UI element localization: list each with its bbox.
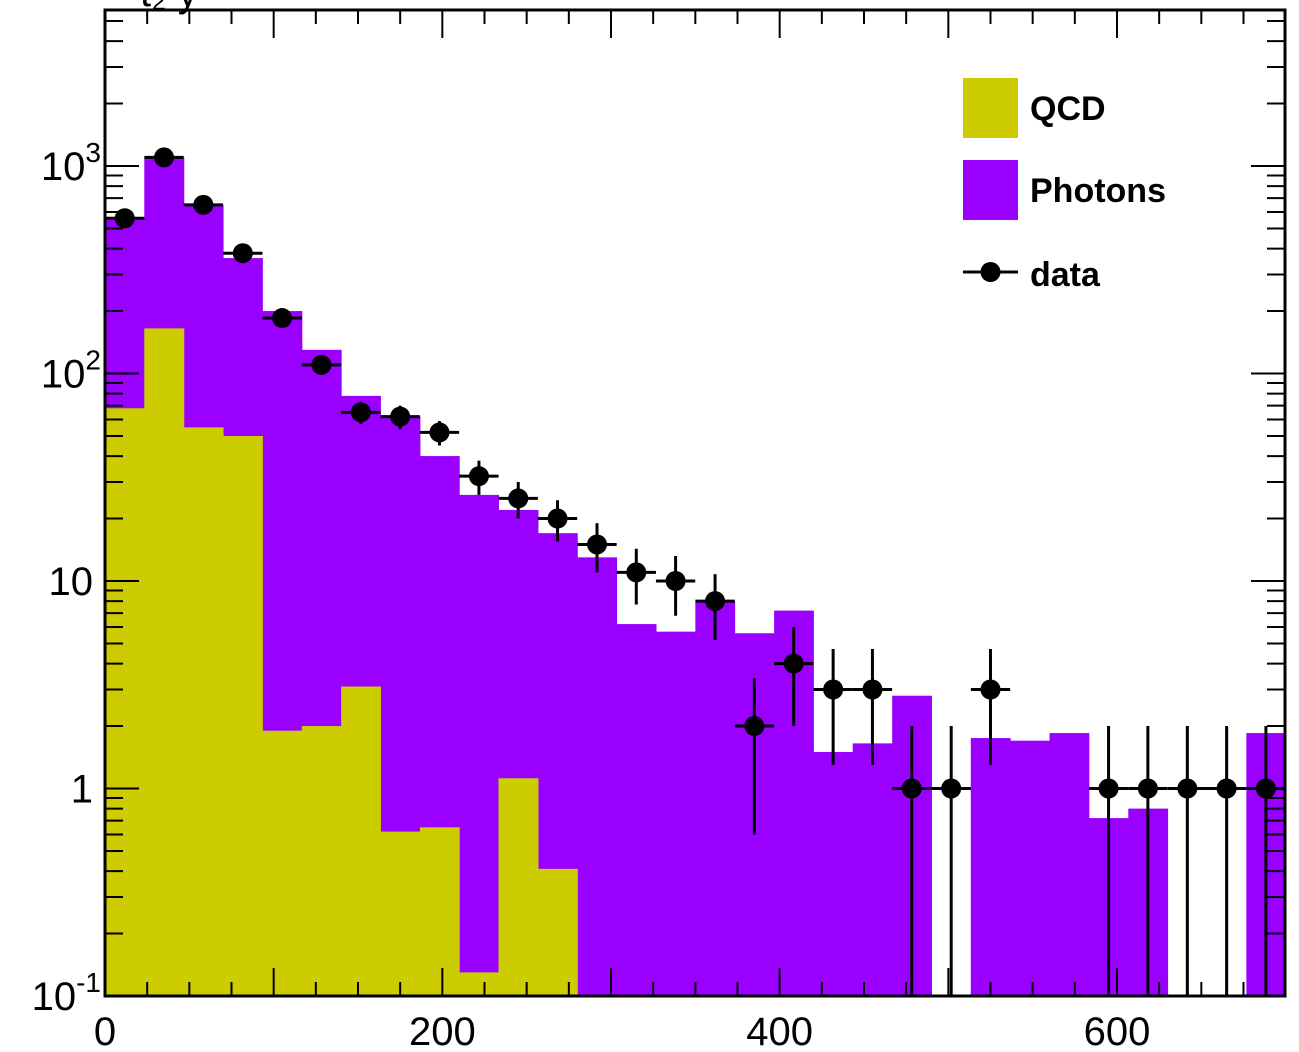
photons-bar xyxy=(695,601,736,996)
qcd-bar xyxy=(459,972,499,996)
data-point xyxy=(272,308,293,329)
qcd-bar xyxy=(419,827,460,996)
data-point xyxy=(468,466,489,487)
qcd-bar xyxy=(537,868,578,996)
qcd-bar xyxy=(144,328,185,996)
y-tick-label: 1 xyxy=(71,768,93,812)
qcd-series xyxy=(105,328,578,996)
data-point xyxy=(665,571,686,591)
data-point xyxy=(941,778,962,799)
data-point xyxy=(626,562,647,583)
x-axis: 0 200 400 600 xyxy=(94,10,1245,1052)
legend-label-data: data xyxy=(1030,256,1101,294)
x-tick-label: 400 xyxy=(746,1010,813,1052)
data-point xyxy=(823,679,844,700)
data-point xyxy=(547,508,568,529)
x-tick-label: 600 xyxy=(1084,1010,1151,1052)
data-point xyxy=(980,679,1001,700)
photons-bar xyxy=(616,624,657,996)
data-point xyxy=(154,147,175,168)
data-point xyxy=(744,716,765,737)
photons-bar xyxy=(970,738,1011,996)
x-tick-label: 0 xyxy=(94,1010,116,1052)
photons-bar xyxy=(1010,740,1051,996)
y-axis: 10-1 1 10 102 103 xyxy=(32,19,1285,1019)
data-point xyxy=(114,208,135,229)
photons-bar xyxy=(459,494,499,996)
data-point xyxy=(350,402,371,423)
qcd-bar xyxy=(183,427,224,996)
qcd-bar xyxy=(341,686,381,996)
x-tick-label: 200 xyxy=(409,1010,476,1052)
qcd-bar xyxy=(380,831,421,996)
data-series xyxy=(105,147,1286,996)
data-point xyxy=(429,422,450,443)
photons-bar xyxy=(577,557,618,996)
legend-swatch-qcd xyxy=(963,78,1018,138)
qcd-bar xyxy=(105,408,145,996)
qcd-bar xyxy=(301,726,342,996)
data-point xyxy=(783,653,804,674)
qcd-bar xyxy=(223,435,263,996)
legend-swatch-photons xyxy=(963,160,1018,220)
qcd-bar xyxy=(262,730,303,996)
data-point xyxy=(901,778,922,799)
data-point xyxy=(1177,778,1198,799)
data-point xyxy=(862,679,883,700)
photons-bar xyxy=(656,631,696,996)
photons-bar xyxy=(813,751,854,996)
qcd-bar xyxy=(498,778,539,996)
data-point xyxy=(508,488,529,509)
photons-bar xyxy=(1049,733,1090,996)
data-point xyxy=(587,534,608,555)
data-point xyxy=(390,406,411,427)
data-point xyxy=(1098,778,1119,799)
y-tick-label: 10-1 xyxy=(32,967,101,1019)
photons-bar xyxy=(852,743,893,996)
data-point xyxy=(193,194,214,215)
data-point xyxy=(1216,778,1237,799)
data-point xyxy=(232,243,253,264)
data-point xyxy=(1137,778,1158,799)
y-tick-label: 103 xyxy=(41,137,101,189)
legend-label-photons: Photons xyxy=(1030,172,1166,210)
legend-marker-data xyxy=(980,262,1001,282)
legend-label-qcd: QCD xyxy=(1030,90,1106,128)
data-point xyxy=(705,591,726,612)
y-tick-label: 10 xyxy=(49,560,94,604)
data-point xyxy=(311,354,332,375)
y-tick-label: 102 xyxy=(41,345,101,397)
legend: QCD Photons data xyxy=(963,78,1166,294)
